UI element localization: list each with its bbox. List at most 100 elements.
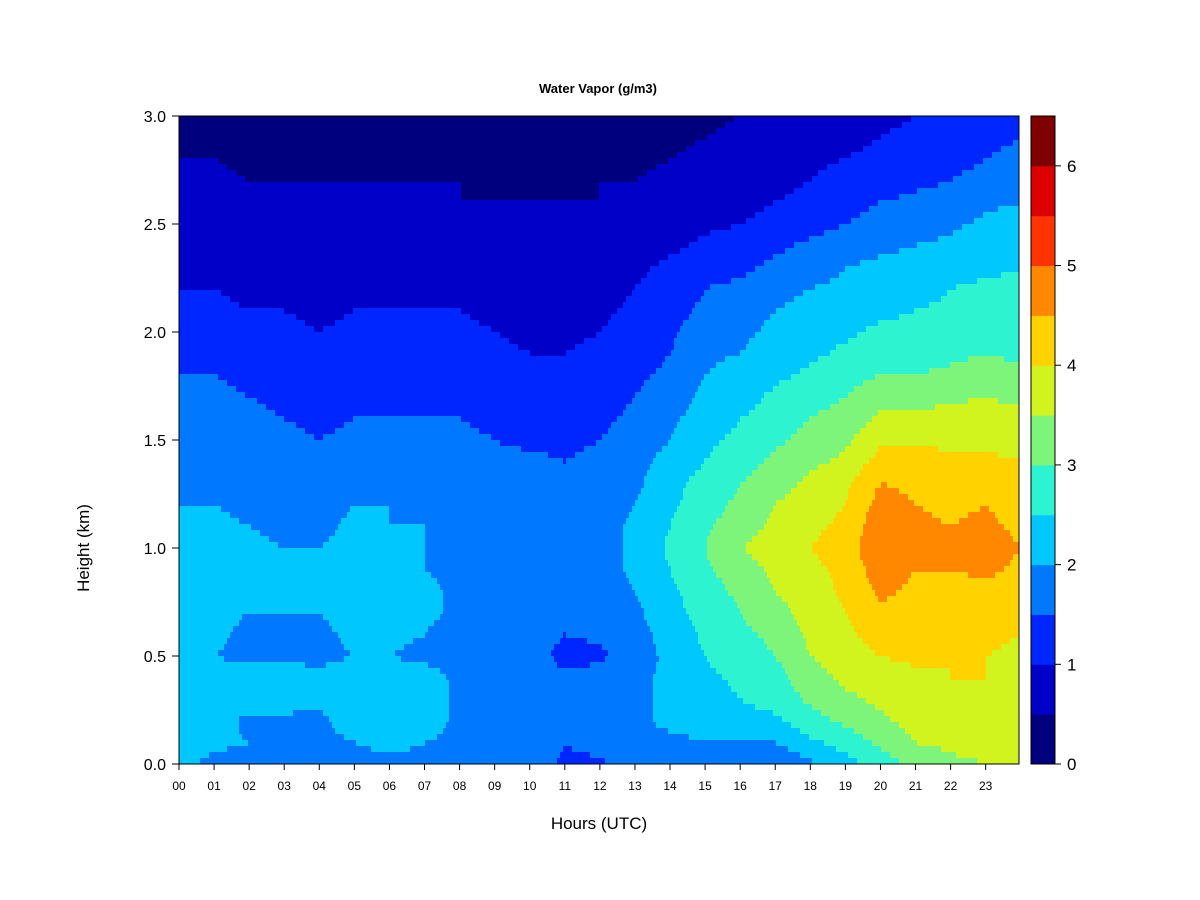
heatmap-cell [188, 698, 192, 705]
heatmap-cell [242, 650, 246, 657]
heatmap-cell [239, 254, 243, 261]
heatmap-cell [191, 488, 195, 495]
heatmap-cell [251, 122, 255, 129]
heatmap-cell [221, 122, 225, 129]
heatmap-cell [206, 410, 210, 417]
heatmap-cell [218, 236, 222, 243]
heatmap-cell [227, 734, 231, 741]
heatmap-cell [245, 206, 249, 213]
heatmap-cell [245, 692, 249, 699]
heatmap-cell [209, 302, 213, 309]
heatmap-cell [194, 200, 198, 207]
heatmap-cell [200, 482, 204, 489]
heatmap-cell [242, 704, 246, 711]
heatmap-cell [209, 566, 213, 573]
heatmap-cell [206, 536, 210, 543]
heatmap-cell [242, 392, 246, 399]
heatmap-cell [227, 668, 231, 675]
heatmap-cell [242, 560, 246, 567]
heatmap-cell [212, 356, 216, 363]
heatmap-cell [179, 626, 183, 633]
heatmap-cell [191, 248, 195, 255]
heatmap-cell [224, 134, 228, 141]
heatmap-cell [245, 338, 249, 345]
heatmap-cell [224, 548, 228, 555]
heatmap-cell [215, 656, 219, 663]
heatmap-cell [224, 626, 228, 633]
heatmap-cell [191, 494, 195, 501]
heatmap-cell [248, 506, 252, 513]
heatmap-cell [242, 644, 246, 651]
heatmap-cell [209, 248, 213, 255]
heatmap-cell [251, 158, 255, 165]
heatmap-cell [242, 686, 246, 693]
heatmap-cell [236, 200, 240, 207]
heatmap-cell [182, 260, 186, 267]
heatmap-cell [179, 260, 183, 267]
heatmap-cell [203, 716, 207, 723]
heatmap-cell [185, 518, 189, 525]
heatmap-cell [209, 482, 213, 489]
heatmap-cell [206, 386, 210, 393]
heatmap-cell [221, 716, 225, 723]
heatmap-cell [245, 524, 249, 531]
heatmap-cell [188, 410, 192, 417]
heatmap-cell [209, 554, 213, 561]
heatmap-cell [236, 398, 240, 405]
heatmap-cell [182, 446, 186, 453]
heatmap-cell [182, 164, 186, 171]
heatmap-cell [194, 398, 198, 405]
heatmap-cell [227, 338, 231, 345]
heatmap-cell [239, 560, 243, 567]
heatmap-cell [227, 254, 231, 261]
heatmap-cell [221, 680, 225, 687]
heatmap-cell [191, 560, 195, 567]
heatmap-cell [185, 740, 189, 747]
heatmap-cell [239, 188, 243, 195]
heatmap-cell [236, 296, 240, 303]
heatmap-cell [236, 476, 240, 483]
heatmap-cell [188, 710, 192, 717]
heatmap-cell [218, 596, 222, 603]
heatmap-cell [188, 572, 192, 579]
heatmap-cell [236, 494, 240, 501]
heatmap-cell [179, 254, 183, 261]
heatmap-cell [194, 326, 198, 333]
heatmap-cell [227, 122, 231, 129]
heatmap-cell [194, 638, 198, 645]
heatmap-cell [206, 326, 210, 333]
heatmap-cell [206, 566, 210, 573]
heatmap-cell [212, 290, 216, 297]
heatmap-cell [239, 500, 243, 507]
heatmap-cell [194, 260, 198, 267]
heatmap-cell [188, 362, 192, 369]
heatmap-cell [179, 662, 183, 669]
heatmap-cell [197, 548, 201, 555]
heatmap-cell [206, 308, 210, 315]
heatmap-cell [212, 326, 216, 333]
heatmap-cell [212, 386, 216, 393]
heatmap-cell [224, 362, 228, 369]
heatmap-cell [224, 458, 228, 465]
heatmap-cell [236, 746, 240, 753]
heatmap-cell [179, 722, 183, 729]
heatmap-cell [221, 188, 225, 195]
heatmap-cell [242, 404, 246, 411]
heatmap-cell [200, 272, 204, 279]
heatmap-cell [194, 224, 198, 231]
heatmap-cell [200, 704, 204, 711]
heatmap-cell [218, 446, 222, 453]
heatmap-cell [236, 638, 240, 645]
heatmap-cell [248, 248, 252, 255]
heatmap-cell [188, 530, 192, 537]
heatmap-cell [203, 218, 207, 225]
heatmap-cell [218, 134, 222, 141]
heatmap-cell [203, 122, 207, 129]
heatmap-cell [179, 278, 183, 285]
heatmap-cell [236, 446, 240, 453]
heatmap-cell [194, 584, 198, 591]
heatmap-cell [221, 482, 225, 489]
heatmap-cell [203, 188, 207, 195]
heatmap-cell [191, 698, 195, 705]
heatmap-cell [227, 716, 231, 723]
